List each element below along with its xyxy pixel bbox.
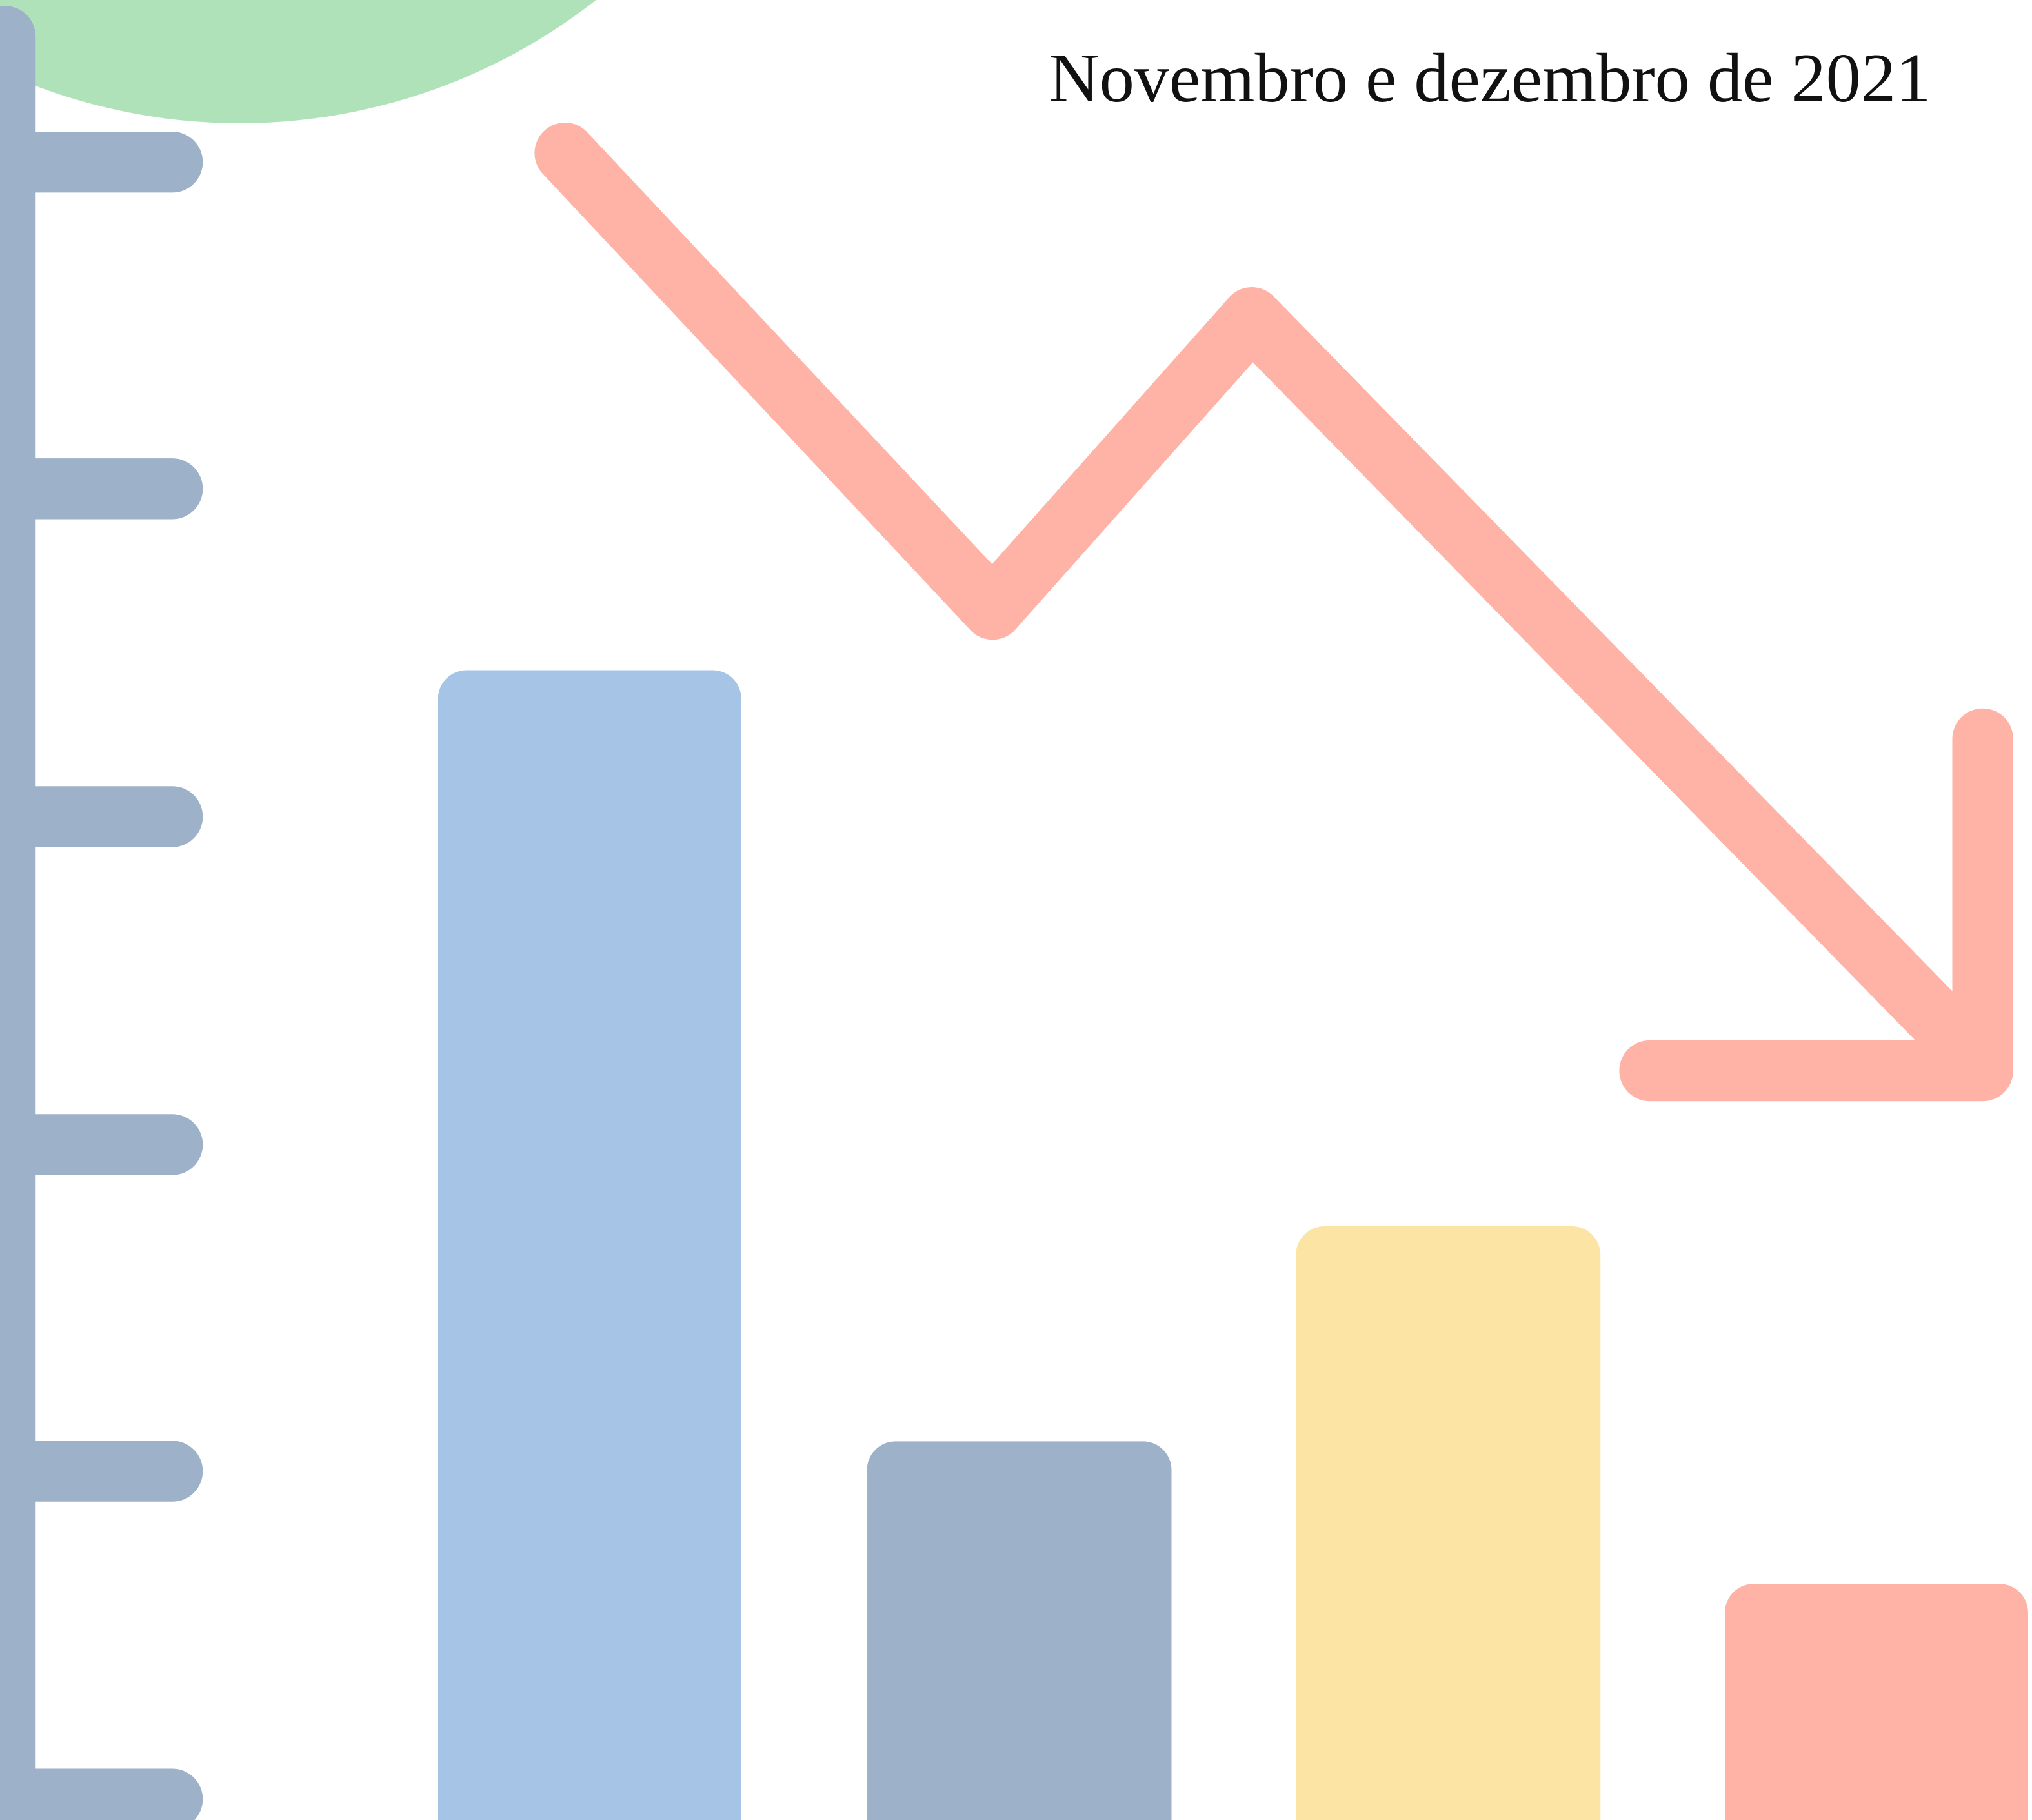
trend-arrow xyxy=(534,122,2000,1084)
bar xyxy=(1296,1226,1601,1820)
axis xyxy=(0,6,203,1820)
bar xyxy=(438,670,741,1820)
title: Novembro e dezembro de 2021 xyxy=(1049,39,1931,117)
decor-circle xyxy=(0,0,596,123)
bar xyxy=(1725,1584,2028,1820)
arrow-head xyxy=(1619,708,2013,1102)
bar xyxy=(867,1441,1172,1820)
